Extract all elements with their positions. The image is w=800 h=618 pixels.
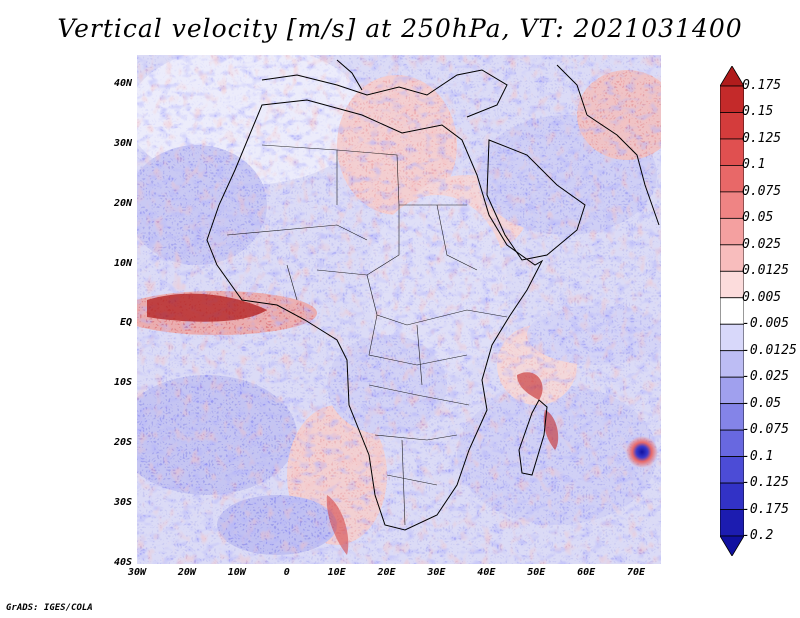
colorbar-segment bbox=[720, 66, 744, 87]
colorbar-label: -0.0125 bbox=[742, 342, 797, 358]
colorbar-segment bbox=[720, 350, 744, 378]
colorbar-segment bbox=[720, 482, 744, 510]
country-borders bbox=[226, 144, 508, 526]
colorbar-label: -0.125 bbox=[742, 475, 789, 491]
colorbar-label: -0.005 bbox=[742, 316, 789, 332]
y-tick-label: EQ bbox=[119, 317, 132, 329]
x-tick-label: 10W bbox=[227, 567, 246, 578]
colorbar-label: 0.15 bbox=[742, 104, 774, 120]
colorbar-label: 0.05 bbox=[742, 210, 774, 226]
colorbar-segment bbox=[720, 85, 744, 113]
x-tick-label: 50E bbox=[527, 567, 546, 578]
colorbar-segment bbox=[720, 376, 744, 405]
map-title: Vertical velocity [m/s] at 250hPa, VT: 2… bbox=[57, 14, 743, 43]
x-tick-label: 30E bbox=[427, 567, 446, 578]
colorbar-label: -0.025 bbox=[742, 369, 789, 385]
colorbar-label: -0.075 bbox=[742, 422, 789, 438]
y-tick-label: 30N bbox=[113, 137, 132, 149]
map-svg bbox=[117, 45, 677, 564]
colorbar-label: 0.075 bbox=[742, 183, 782, 199]
colorbar-label: 0.1 bbox=[742, 157, 766, 173]
colorbar-segment bbox=[720, 165, 744, 193]
colorbar-segment bbox=[720, 217, 744, 246]
y-tick-label: 10S bbox=[113, 377, 132, 389]
colorbar-segment bbox=[720, 323, 744, 352]
colorbar-segment bbox=[720, 456, 744, 484]
footer-credit: GrADS: IGES/COLA bbox=[6, 603, 93, 613]
x-tick-label: 20E bbox=[377, 567, 396, 578]
y-tick-label: 20N bbox=[113, 197, 132, 209]
x-tick-label: 70E bbox=[627, 567, 646, 578]
colorbar-label: -0.2 bbox=[742, 528, 774, 543]
colorbar-label: 0.025 bbox=[742, 236, 782, 252]
colorbar-label: 0.125 bbox=[742, 130, 782, 146]
colorbar-label: -0.1 bbox=[742, 448, 774, 464]
x-tick-label: 30W bbox=[127, 567, 147, 578]
cyclone-vortex bbox=[626, 436, 658, 468]
colorbar-segment bbox=[720, 270, 744, 299]
y-tick-label: 40S bbox=[113, 557, 132, 568]
x-tick-label: 0 bbox=[283, 567, 290, 578]
colorbar-segment bbox=[720, 138, 744, 166]
strong-features bbox=[147, 293, 658, 555]
vertical-velocity-map bbox=[117, 45, 677, 564]
x-tick-label: 60E bbox=[577, 567, 596, 578]
x-tick-label: 40E bbox=[477, 567, 496, 578]
colorbar-segment bbox=[720, 191, 744, 219]
colorbar-label: -0.05 bbox=[742, 395, 782, 411]
y-tick-label: 30S bbox=[113, 497, 132, 509]
y-tick-label: 10N bbox=[113, 257, 132, 269]
colorbar-label: 0.005 bbox=[742, 289, 782, 305]
x-tick-label: 10E bbox=[327, 567, 346, 578]
colorbar-segment bbox=[720, 112, 744, 140]
colorbar-label: 0.0125 bbox=[742, 263, 789, 279]
colorbar-segment bbox=[720, 509, 744, 537]
colorbar-label: -0.175 bbox=[742, 501, 789, 517]
colorbar bbox=[720, 66, 744, 556]
colorbar-label: 0.175 bbox=[742, 78, 782, 93]
colorbar-segment bbox=[720, 297, 744, 325]
y-tick-label: 40N bbox=[113, 77, 132, 89]
y-tick-label: 20S bbox=[113, 437, 132, 449]
colorbar-segment bbox=[720, 429, 744, 457]
colorbar-segment bbox=[720, 403, 744, 431]
x-tick-label: 20W bbox=[177, 567, 196, 578]
coastlines bbox=[206, 59, 660, 531]
colorbar-segment bbox=[720, 535, 744, 556]
colorbar-segment bbox=[720, 244, 744, 272]
